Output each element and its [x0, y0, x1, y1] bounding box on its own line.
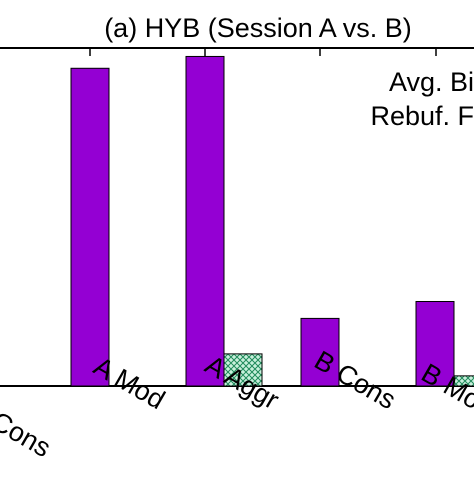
bar-series0-1: [70, 67, 110, 387]
chart-title: (a) HYB (Session A vs. B): [104, 13, 412, 43]
x-tick-label-0: Cons: [0, 406, 56, 463]
legend: Avg. Bi Rebuf. F: [370, 67, 474, 131]
bar-series0-2: [185, 55, 225, 387]
legend-entry-1: Rebuf. F: [370, 101, 474, 131]
legend-entry-0: Avg. Bi: [389, 67, 474, 97]
bar-series1-4: [453, 375, 474, 387]
bar-series0-3: [300, 317, 340, 387]
bar-series0-4: [415, 301, 455, 387]
bar-series1-2: [223, 353, 263, 387]
x-tick-label-1: A Mod: [89, 351, 170, 415]
